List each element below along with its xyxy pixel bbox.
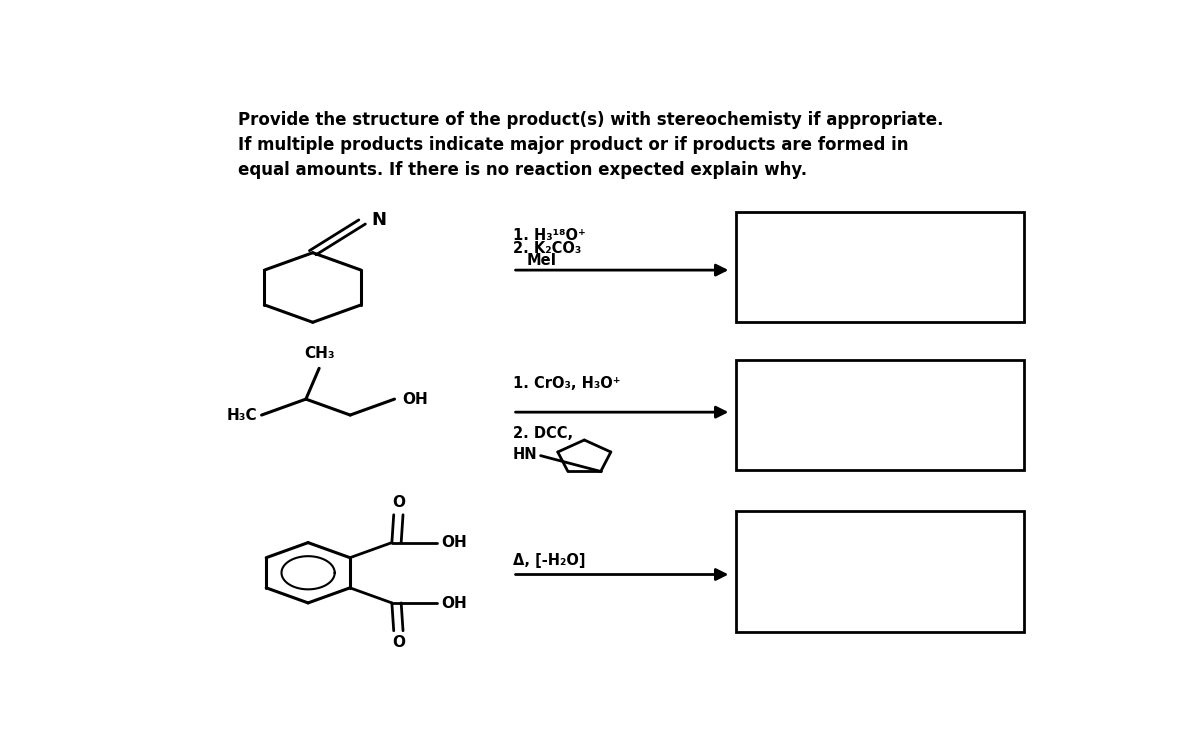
Text: O: O xyxy=(392,636,404,651)
Text: 2. K₂CO₃: 2. K₂CO₃ xyxy=(512,240,581,255)
Text: OH: OH xyxy=(442,596,467,611)
Text: Provide the structure of the product(s) with stereochemisty if appropriate.
If m: Provide the structure of the product(s) … xyxy=(239,111,944,178)
Bar xyxy=(736,212,1024,322)
Text: HN: HN xyxy=(512,447,538,462)
Text: OH: OH xyxy=(402,392,427,407)
Text: 1. H₃¹⁸O⁺: 1. H₃¹⁸O⁺ xyxy=(512,228,586,242)
Text: OH: OH xyxy=(442,535,467,550)
Bar xyxy=(736,360,1024,470)
Text: N: N xyxy=(371,211,386,229)
Text: Δ, [-H₂O]: Δ, [-H₂O] xyxy=(512,553,586,568)
Text: 2. DCC,: 2. DCC, xyxy=(512,426,572,441)
Text: 1. CrO₃, H₃O⁺: 1. CrO₃, H₃O⁺ xyxy=(512,376,620,392)
Text: MeI: MeI xyxy=(527,253,557,268)
Text: O: O xyxy=(392,495,404,510)
Text: CH₃: CH₃ xyxy=(304,346,335,361)
Bar xyxy=(736,511,1024,633)
Text: H₃C: H₃C xyxy=(227,407,257,422)
